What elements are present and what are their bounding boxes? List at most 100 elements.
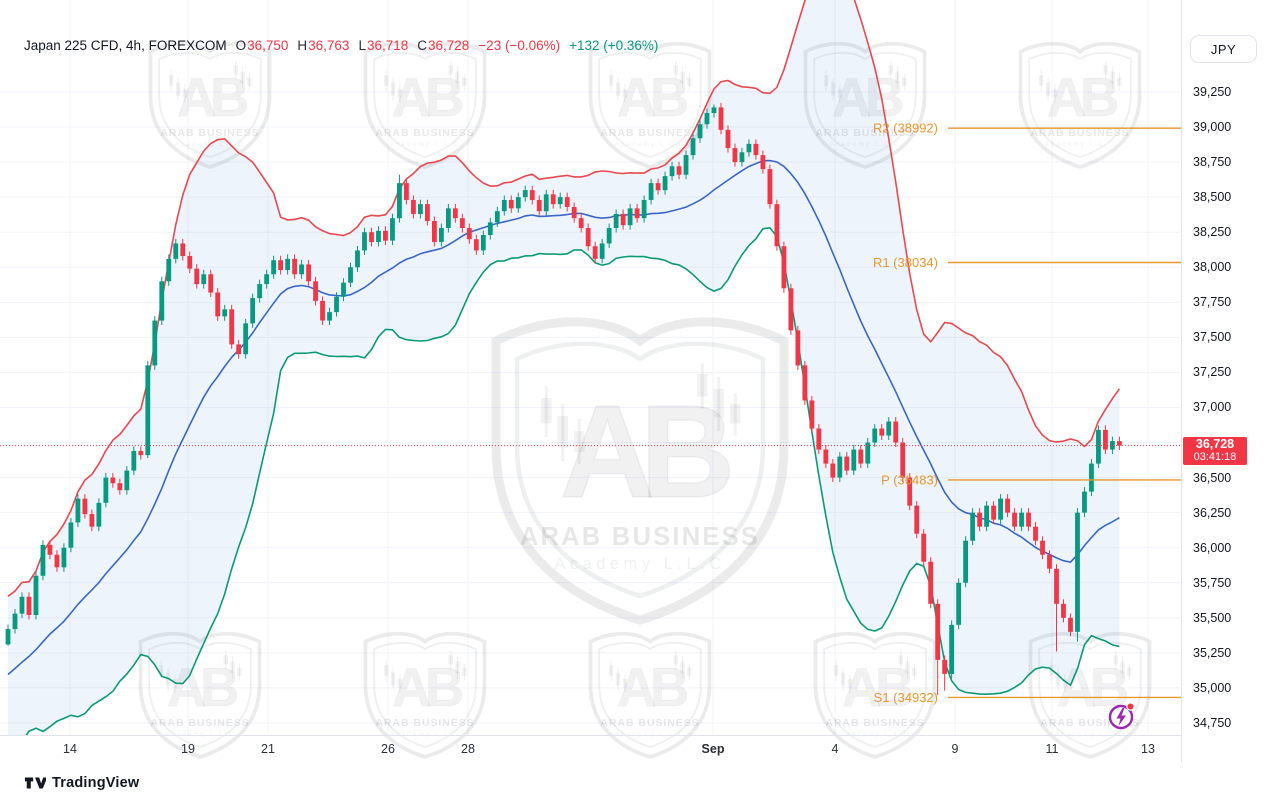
candle — [935, 599, 941, 695]
candle — [991, 501, 996, 525]
technicals-lightning-icon[interactable] — [1108, 702, 1135, 730]
bar-change: −23 (−0.06%) — [478, 38, 561, 53]
time-tick-label: 19 — [181, 742, 195, 756]
candle — [571, 202, 577, 223]
candle — [5, 624, 11, 646]
candle — [397, 174, 402, 223]
candle — [767, 164, 773, 209]
candle — [1061, 599, 1066, 623]
candle — [1075, 508, 1080, 642]
candle — [285, 254, 290, 275]
candle — [515, 192, 521, 213]
candle — [236, 339, 242, 359]
price-tick-label: 39,000 — [1193, 120, 1232, 135]
candle — [362, 227, 367, 255]
time-tick-label: 21 — [261, 742, 275, 756]
price-tick-label: 36,500 — [1193, 470, 1232, 485]
price-tick-label: 37,750 — [1193, 295, 1232, 310]
symbol-legend[interactable]: Japan 225 CFD, 4h, FOREXCOM O 36,750 H 36,… — [24, 38, 658, 53]
watermark-shield — [1018, 41, 1142, 169]
candle — [138, 446, 144, 460]
symbol-title[interactable]: Japan 225 CFD, 4h, FOREXCOM — [24, 38, 227, 53]
candle — [180, 238, 186, 261]
candle — [1054, 564, 1059, 652]
candle — [19, 592, 25, 619]
candle — [278, 255, 284, 275]
candle — [795, 325, 801, 370]
candle — [117, 478, 123, 495]
footer-bar: TradingView — [0, 762, 1280, 803]
price-tick-label: 38,750 — [1193, 155, 1232, 170]
price-axis-panel[interactable] — [1182, 0, 1280, 762]
candle — [341, 278, 346, 302]
candle — [480, 230, 486, 255]
time-tick-label: 4 — [831, 742, 839, 756]
watermark-shield — [363, 41, 487, 169]
candle — [900, 438, 906, 483]
candle — [949, 620, 955, 679]
price-tick-label: 39,250 — [1193, 84, 1232, 99]
candle — [788, 283, 794, 335]
candle — [208, 269, 214, 297]
candle — [802, 360, 808, 405]
watermark-shield — [588, 631, 712, 759]
time-tick-label: 14 — [63, 742, 77, 756]
candle — [376, 226, 381, 247]
candle — [599, 238, 605, 264]
candle — [641, 195, 647, 223]
candle — [1096, 425, 1101, 469]
candle — [271, 255, 277, 279]
candle — [1068, 613, 1073, 637]
candle — [12, 609, 18, 634]
bollinger-band-fill — [8, 0, 1120, 735]
currency-button[interactable]: JPY — [1190, 35, 1257, 63]
candle — [501, 195, 507, 216]
candle — [634, 203, 640, 223]
price-tick-label: 38,500 — [1193, 190, 1232, 205]
candle — [1005, 494, 1010, 518]
candle — [508, 195, 514, 213]
price-tick-label: 34,750 — [1193, 715, 1232, 730]
candle — [669, 161, 675, 181]
pivot-label: R1 (38034) — [873, 255, 938, 270]
candle — [243, 318, 249, 359]
tradingview-logo[interactable]: TradingView — [24, 775, 139, 791]
price-tick-label: 37,250 — [1193, 365, 1232, 380]
pivot-label: P (36483) — [881, 472, 938, 487]
candle — [47, 540, 53, 560]
candle — [956, 578, 962, 630]
candle — [914, 501, 920, 539]
candle — [40, 540, 46, 581]
candle — [697, 119, 703, 143]
candle — [306, 259, 311, 286]
candle — [711, 104, 717, 118]
candle — [1103, 425, 1108, 455]
candle — [536, 195, 542, 216]
candle — [732, 143, 738, 167]
time-tick-label: 11 — [1045, 742, 1059, 756]
candle — [1089, 459, 1094, 497]
candle — [299, 259, 304, 279]
candle — [222, 304, 228, 321]
candle — [89, 509, 95, 532]
bar-countdown: 03:41:18 — [1193, 450, 1237, 463]
pivot-lines: R2 (38992) R1 (38034) P (36483) S1 (34932) — [873, 121, 1181, 705]
candle — [194, 264, 200, 289]
candle — [292, 254, 297, 279]
candle — [739, 147, 745, 167]
candle — [690, 133, 696, 160]
candle — [781, 241, 787, 293]
low-value: L 36,718 — [358, 38, 409, 53]
candle — [487, 217, 493, 240]
candle — [613, 209, 619, 233]
time-tick-label: 26 — [381, 742, 395, 756]
candle — [809, 395, 815, 434]
candle — [327, 307, 332, 326]
candle — [851, 445, 857, 476]
candle — [578, 213, 584, 233]
candle — [431, 216, 437, 247]
candle — [313, 276, 318, 306]
price-tick-label: 38,000 — [1193, 260, 1232, 275]
